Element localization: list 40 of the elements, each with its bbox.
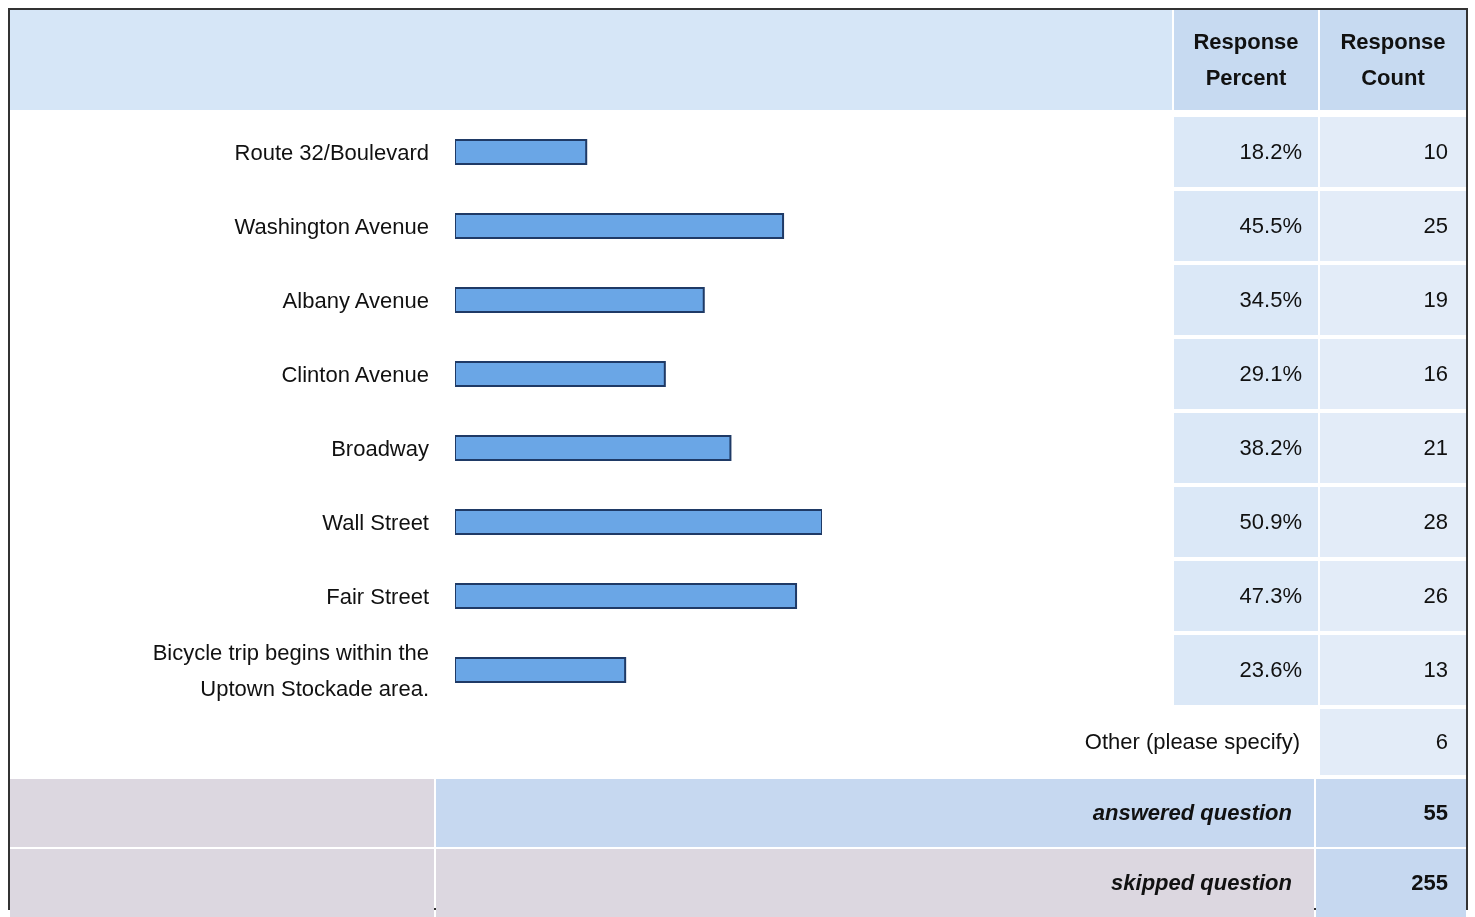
- text: Response Count: [1320, 10, 1466, 110]
- data-label: 34.5%: [1174, 265, 1318, 335]
- text: answered question: [436, 779, 1314, 847]
- text: 26: [1320, 561, 1466, 631]
- bar: [455, 213, 785, 239]
- text: 55: [1316, 779, 1466, 847]
- bar: [455, 583, 798, 609]
- y-tick-label: Bicycle trip begins within the Uptown Stockade area.: [152, 639, 429, 701]
- bar: [455, 435, 732, 461]
- text: 16: [1320, 339, 1466, 409]
- text: 13: [1320, 635, 1466, 705]
- text: 10: [1320, 117, 1466, 187]
- y-tick-label: Clinton Avenue: [281, 361, 429, 387]
- data-label: 50.9%: [1174, 487, 1318, 557]
- text: 19: [1320, 265, 1466, 335]
- data-label: 38.2%: [1174, 413, 1318, 483]
- text: skipped question: [436, 849, 1314, 917]
- y-tick-label: Albany Avenue: [282, 287, 429, 313]
- data-label: 29.1%: [1174, 339, 1318, 409]
- y-tick-label: Washington Avenue: [234, 213, 429, 239]
- bar: [455, 139, 588, 165]
- text: 25: [1320, 191, 1466, 261]
- text: 28: [1320, 487, 1466, 557]
- y-tick-label: Fair Street: [326, 583, 429, 609]
- text: 255: [1316, 849, 1466, 917]
- data-label: 45.5%: [1174, 191, 1318, 261]
- text: Other (please specify): [1083, 728, 1301, 756]
- y-tick-label: Broadway: [331, 435, 429, 461]
- data-label: 18.2%: [1174, 117, 1318, 187]
- text: 6: [1320, 709, 1466, 775]
- data-label: 47.3%: [1174, 561, 1318, 631]
- text: Response Percent: [1174, 10, 1318, 110]
- y-tick-label: Wall Street: [322, 509, 429, 535]
- bar: [455, 287, 705, 313]
- data-label: 23.6%: [1174, 635, 1318, 705]
- text: 21: [1320, 413, 1466, 483]
- bar: [455, 657, 627, 683]
- bar: [455, 509, 822, 535]
- y-tick-label: Route 32/Boulevard: [234, 139, 429, 165]
- bar: [455, 361, 666, 387]
